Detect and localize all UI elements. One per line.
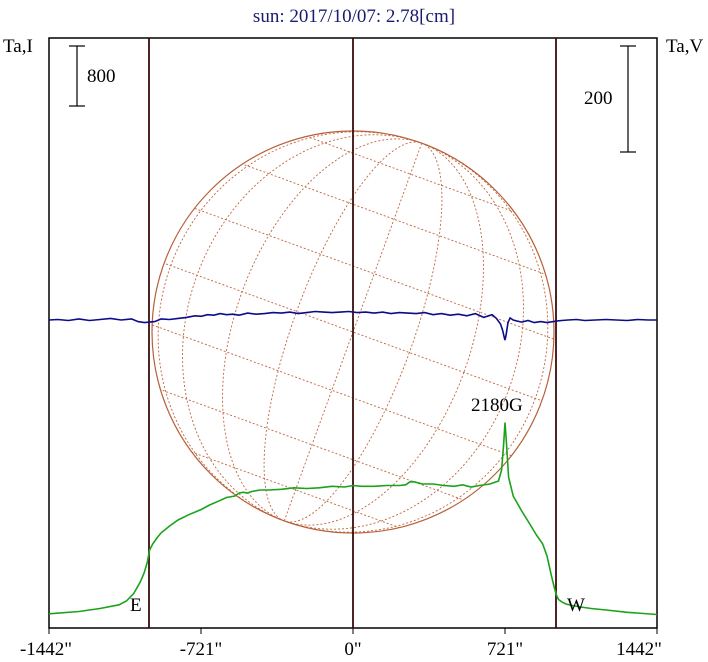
- x-tick-label: -721": [180, 639, 223, 660]
- x-tick-label: -1442": [20, 639, 72, 660]
- annotation-label: 2180G: [471, 395, 523, 416]
- x-tick-label: 0": [344, 639, 361, 660]
- x-axis-ticks: -1442" -721" 0" 721" 1442": [20, 628, 662, 660]
- chart-title: sun: 2017/10/07: 2.78[cm]: [253, 6, 455, 27]
- series-line-ta-v: [48, 310, 657, 341]
- x-tick-label: 1442": [616, 639, 662, 660]
- west-limb-label: W: [567, 595, 585, 616]
- scale-bar-left-label: 800: [87, 66, 116, 87]
- x-tick-label: 721": [487, 639, 523, 660]
- scale-bar-left: [69, 45, 85, 107]
- scale-bar-right: [620, 45, 636, 153]
- scale-bar-right-label: 200: [584, 88, 613, 109]
- east-limb-label: E: [130, 595, 142, 616]
- right-axis-label: Ta,V: [666, 36, 703, 57]
- series-line-ta-i: [48, 422, 658, 616]
- left-axis-label: Ta,I: [3, 36, 33, 57]
